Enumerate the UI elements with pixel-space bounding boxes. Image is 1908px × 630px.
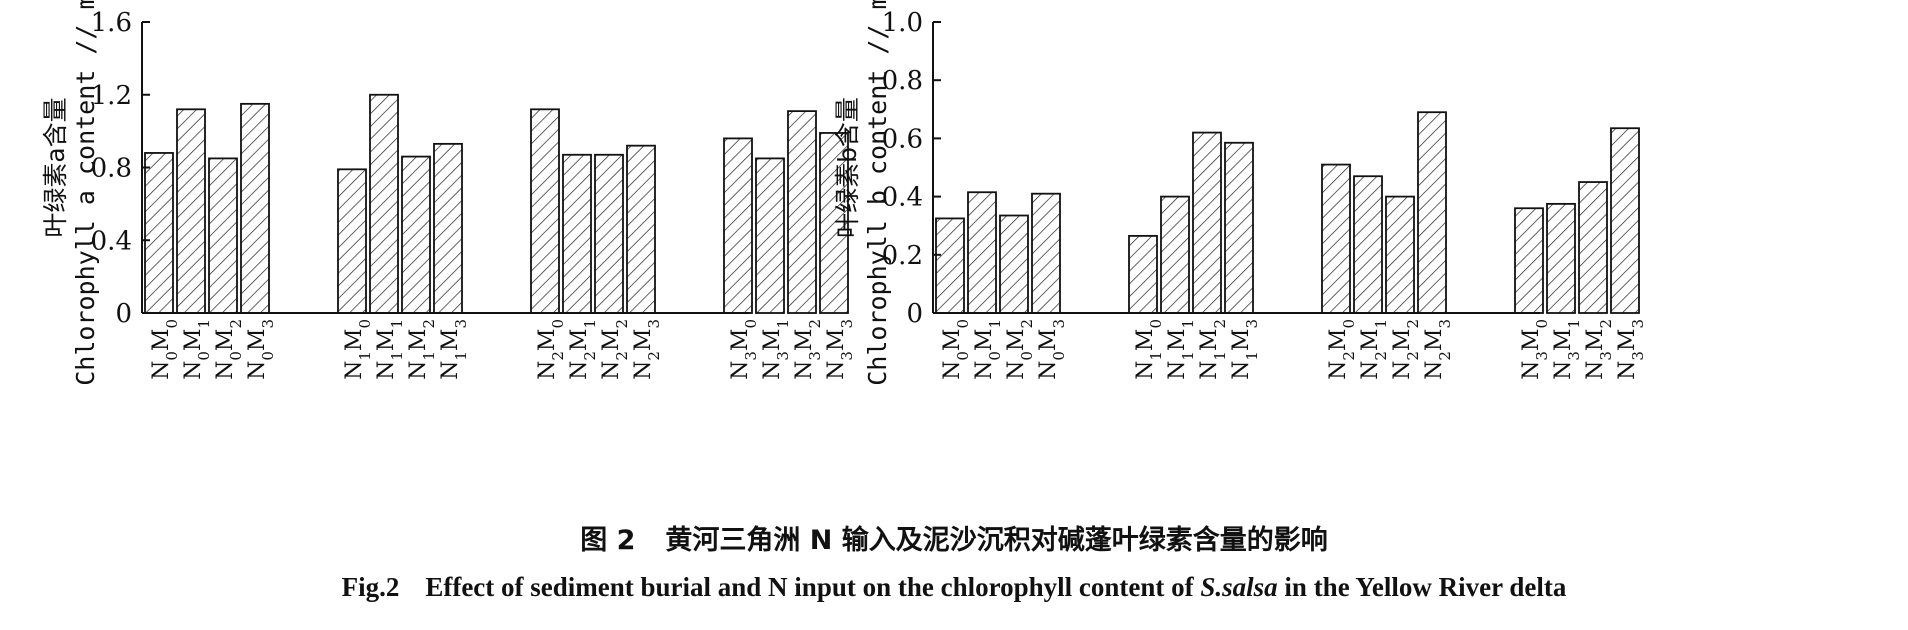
figure-caption-english: Fig.2 Effect of sediment burial and N inp…: [0, 572, 1908, 603]
y-axis-label: 叶绿素a含量Chlorophyll a content // mg/g: [41, 0, 100, 386]
bar: [723, 137, 753, 314]
bar: [787, 110, 817, 314]
y-tick-label: 0.8: [882, 66, 923, 96]
bar: [176, 108, 206, 314]
x-tick-label: N3M2: [792, 319, 824, 380]
y-tick-label: 0.2: [882, 241, 923, 271]
x-tick-label: N1M0: [342, 319, 374, 380]
y-axis-label-cn: 叶绿素a含量: [41, 97, 70, 237]
x-tick-label: N3M1: [760, 319, 792, 380]
figure-label-en: Fig.2: [341, 572, 400, 602]
figure-title-en-end: in the Yellow River delta: [1277, 572, 1567, 602]
bar: [1224, 141, 1254, 314]
bar: [562, 153, 592, 314]
x-tick-label: N0M2: [1004, 319, 1036, 380]
bar: [240, 102, 270, 314]
bar: [369, 93, 399, 314]
y-tick-label: 0: [906, 299, 923, 329]
figure-label-cn: 图 2: [580, 525, 636, 556]
x-tick-label: N1M1: [374, 319, 406, 380]
bar: [1321, 163, 1351, 314]
y-tick-label: 1.0: [882, 8, 923, 38]
x-tick-label: N3M0: [728, 319, 760, 380]
x-tick-label: N2M2: [599, 319, 631, 380]
y-tick-label: 0.6: [882, 124, 923, 154]
x-tick-label: N3M2: [1583, 319, 1615, 380]
bar: [1128, 234, 1158, 314]
bar: [1610, 127, 1640, 314]
x-tick-label: N1M0: [1133, 319, 1165, 380]
y-tick-label: 0.8: [91, 154, 132, 184]
y-axis-label: 叶绿素b含量Chlorophyll b content // mg/g: [833, 0, 892, 386]
bar: [819, 132, 849, 314]
x-tick-label: N3M1: [1551, 319, 1583, 380]
x-tick-label: N0M1: [972, 319, 1004, 380]
x-tick-label: N1M3: [438, 319, 470, 380]
bar: [1160, 195, 1190, 314]
bar: [144, 152, 174, 314]
x-tick-label: N0M2: [213, 319, 245, 380]
y-axis-label-en: Chlorophyll a content // mg/g: [71, 0, 100, 386]
x-tick-label: N0M3: [1036, 319, 1068, 380]
bar: [594, 153, 624, 314]
bar: [1385, 195, 1415, 314]
y-axis-label-cn: 叶绿素b含量: [833, 97, 862, 238]
bar: [401, 155, 431, 314]
bar: [1417, 111, 1447, 314]
figure-title-cn: 黄河三角洲 N 输入及泥沙沉积对碱蓬叶绿素含量的影响: [665, 525, 1328, 556]
x-tick-label: N1M2: [1197, 319, 1229, 380]
bar: [755, 157, 785, 314]
x-tick-label: N3M0: [1519, 319, 1551, 380]
x-tick-label: N2M0: [535, 319, 567, 380]
x-tick-label: N2M1: [567, 319, 599, 380]
x-tick-label: N2M2: [1390, 319, 1422, 380]
y-tick-label: 0: [115, 299, 132, 329]
bar: [935, 217, 965, 314]
x-tick-label: N2M3: [1422, 319, 1454, 380]
x-tick-label: N3M3: [1615, 319, 1647, 380]
y-axis-label-en: Chlorophyll b content // mg/g: [863, 0, 892, 386]
bar: [1031, 192, 1061, 314]
x-tick-label: N1M1: [1165, 319, 1197, 380]
bar: [530, 108, 560, 314]
bar: [1514, 207, 1544, 314]
y-tick-label: 1.2: [91, 81, 132, 111]
figure-title-en-start: Effect of sediment burial and N input on…: [425, 572, 1201, 602]
bar: [1546, 202, 1576, 314]
bar: [1353, 175, 1383, 314]
bar: [1578, 181, 1608, 314]
x-tick-label: N0M0: [149, 319, 181, 380]
x-tick-label: N3M3: [824, 319, 856, 380]
y-tick-label: 1.6: [91, 8, 132, 38]
bar: [337, 168, 367, 314]
figure-caption-chinese: 图 2 黄河三角洲 N 输入及泥沙沉积对碱蓬叶绿素含量的影响: [0, 518, 1908, 557]
bar: [967, 191, 997, 314]
x-tick-label: N0M1: [181, 319, 213, 380]
x-tick-label: N1M2: [406, 319, 438, 380]
x-tick-label: N0M0: [940, 319, 972, 380]
x-tick-label: N1M3: [1229, 319, 1261, 380]
y-tick-label: 0.4: [91, 226, 132, 256]
x-tick-label: N2M1: [1358, 319, 1390, 380]
bar: [999, 214, 1029, 314]
bar: [1192, 131, 1222, 314]
bar: [208, 157, 238, 314]
bar: [433, 142, 463, 314]
y-tick-label: 0.4: [882, 183, 923, 213]
x-tick-label: N2M3: [631, 319, 663, 380]
bar: [626, 144, 656, 314]
x-tick-label: N0M3: [245, 319, 277, 380]
x-tick-label: N2M0: [1326, 319, 1358, 380]
species-name: S.salsa: [1200, 572, 1278, 602]
